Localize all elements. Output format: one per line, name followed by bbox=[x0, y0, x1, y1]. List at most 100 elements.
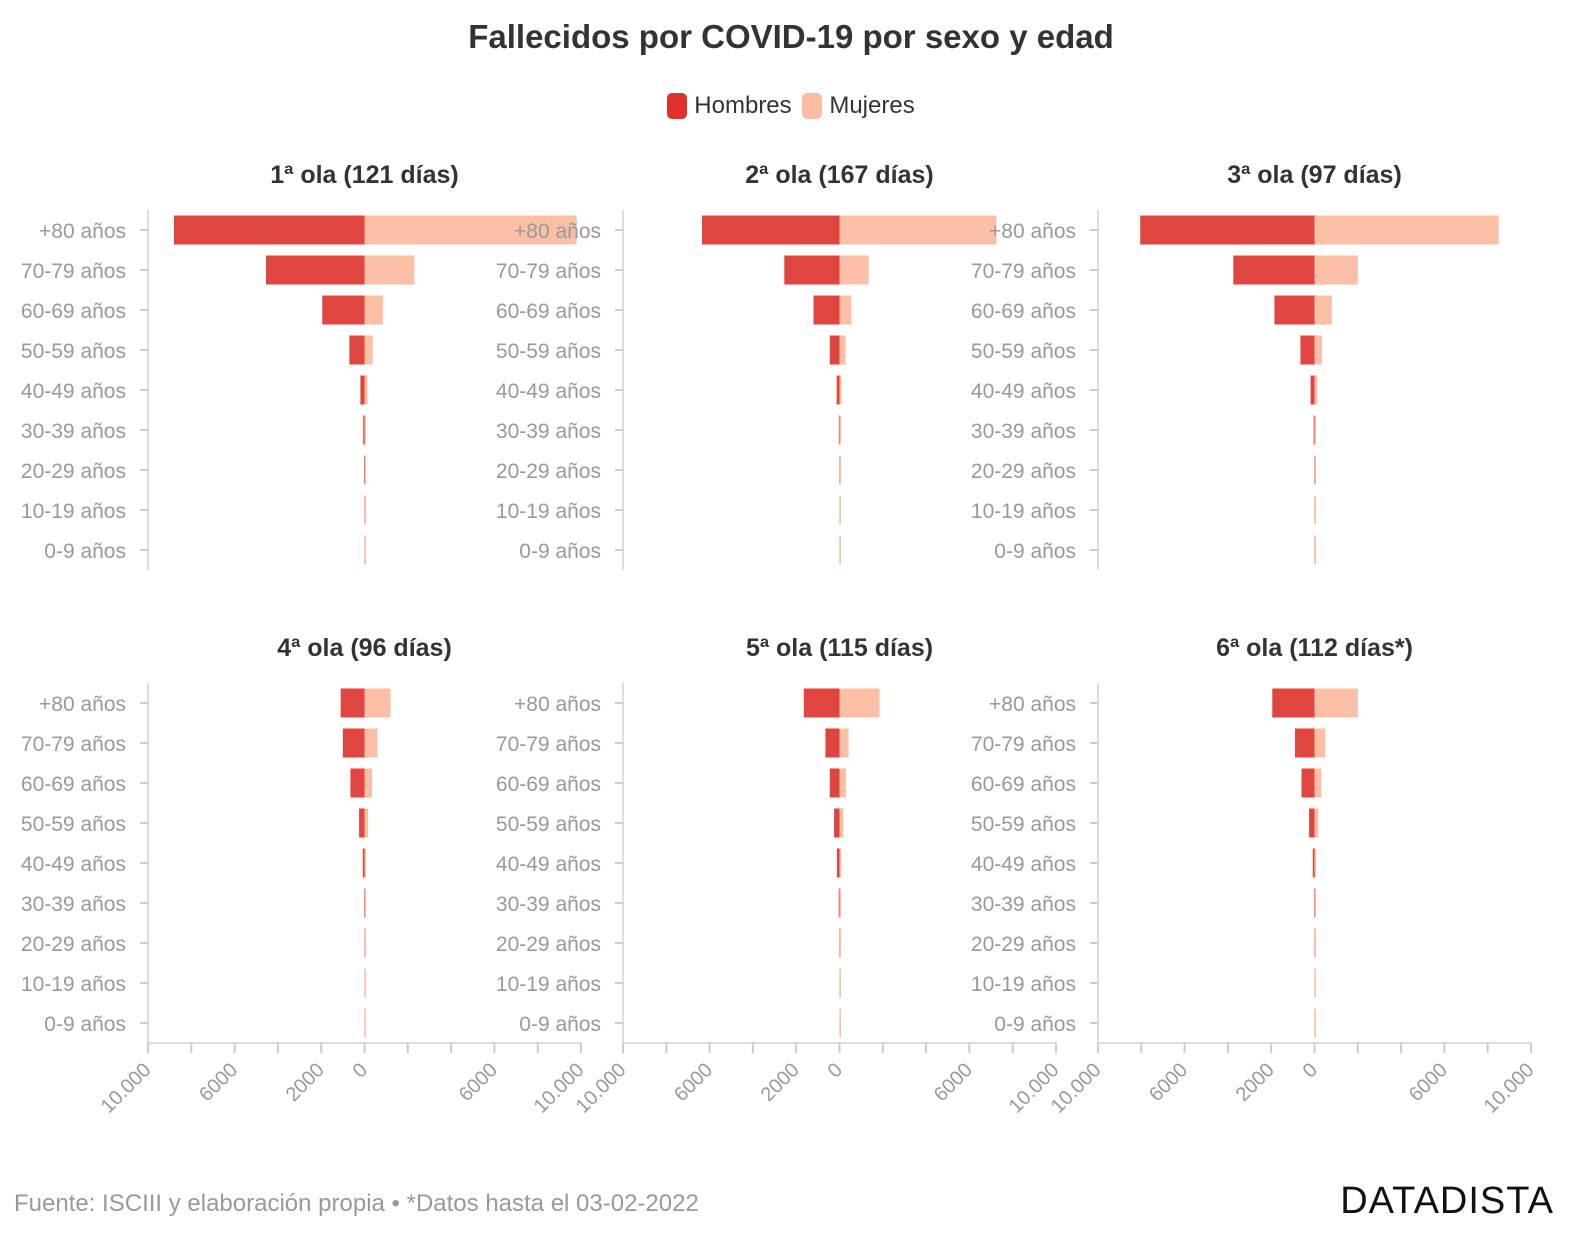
brand-logo: DATADISTA bbox=[1340, 1180, 1554, 1222]
bar-mujeres bbox=[364, 495, 366, 525]
source-note: Fuente: ISCIII y elaboración propia • *D… bbox=[14, 1190, 699, 1217]
y-tick-label: 50-59 años bbox=[496, 340, 601, 363]
y-tick-label: 50-59 años bbox=[496, 813, 601, 836]
y-tick-label: +80 años bbox=[989, 220, 1076, 243]
x-tick-label: 6000 bbox=[1145, 1059, 1192, 1106]
panel-title: 2ª ola (167 días) bbox=[745, 161, 934, 189]
x-tick-label: 6000 bbox=[455, 1059, 502, 1106]
legend-item-hombres[interactable]: Hombres bbox=[667, 92, 792, 120]
bar-mujeres bbox=[364, 375, 368, 405]
y-tick-label: 70-79 años bbox=[971, 733, 1076, 756]
bar-hombres bbox=[836, 375, 840, 405]
bar-mujeres bbox=[839, 215, 997, 245]
bar-mujeres bbox=[364, 888, 366, 918]
bar-mujeres bbox=[1314, 968, 1316, 998]
bar-hombres bbox=[1140, 215, 1315, 245]
bar-mujeres bbox=[364, 808, 369, 838]
bar-mujeres bbox=[1314, 375, 1318, 405]
panel-title: 6ª ola (112 días*) bbox=[1216, 634, 1413, 662]
bar-mujeres bbox=[364, 335, 373, 365]
bar-mujeres bbox=[1314, 335, 1323, 365]
x-tick-label: 0 bbox=[1299, 1059, 1322, 1082]
bar-mujeres bbox=[1314, 808, 1319, 838]
bar-hombres bbox=[363, 415, 365, 445]
y-tick-label: 60-69 años bbox=[971, 300, 1076, 323]
bar-hombres bbox=[825, 728, 840, 758]
y-tick-label: 10-19 años bbox=[971, 500, 1076, 523]
bar-mujeres bbox=[839, 255, 869, 285]
y-tick-label: 0-9 años bbox=[519, 540, 601, 563]
bar-hombres bbox=[350, 768, 365, 798]
y-tick-label: 40-49 años bbox=[496, 853, 601, 876]
bar-mujeres bbox=[1314, 255, 1358, 285]
bar-mujeres bbox=[1314, 768, 1322, 798]
bar-hombres bbox=[1233, 255, 1315, 285]
bar-mujeres bbox=[364, 535, 366, 565]
bar-mujeres bbox=[1314, 1008, 1316, 1038]
y-tick-label: 20-29 años bbox=[971, 933, 1076, 956]
bar-hombres bbox=[784, 255, 840, 285]
bar-mujeres bbox=[839, 928, 841, 958]
bar-mujeres bbox=[839, 535, 841, 565]
y-tick-label: 10-19 años bbox=[21, 500, 126, 523]
y-tick-label: 0-9 años bbox=[994, 540, 1076, 563]
y-tick-label: +80 años bbox=[514, 693, 601, 716]
y-tick-label: 50-59 años bbox=[21, 813, 126, 836]
bar-hombres bbox=[836, 848, 840, 878]
x-tick-label: 10.000 bbox=[1480, 1059, 1539, 1118]
bar-hombres bbox=[1301, 768, 1315, 798]
bar-mujeres bbox=[839, 808, 844, 838]
bar-mujeres bbox=[364, 728, 378, 758]
bar-hombres bbox=[322, 295, 365, 325]
y-tick-label: 70-79 años bbox=[971, 260, 1076, 283]
y-tick-label: 40-49 años bbox=[496, 380, 601, 403]
legend-item-mujeres[interactable]: Mujeres bbox=[802, 92, 915, 120]
bar-hombres bbox=[360, 375, 365, 405]
bar-mujeres bbox=[1314, 888, 1316, 918]
bar-hombres bbox=[1295, 728, 1315, 758]
x-tick-label: 0 bbox=[349, 1059, 372, 1082]
y-tick-label: 0-9 años bbox=[44, 1013, 126, 1036]
bar-mujeres bbox=[1314, 215, 1499, 245]
bar-mujeres bbox=[1314, 295, 1332, 325]
bar-mujeres bbox=[839, 495, 841, 525]
y-tick-label: +80 años bbox=[989, 693, 1076, 716]
y-tick-label: 30-39 años bbox=[496, 420, 601, 443]
legend-label-hombres: Hombres bbox=[694, 92, 792, 119]
y-tick-label: 60-69 años bbox=[21, 773, 126, 796]
legend-swatch-mujeres bbox=[802, 93, 823, 119]
y-tick-label: 40-49 años bbox=[971, 853, 1076, 876]
bar-mujeres bbox=[839, 415, 841, 445]
bar-mujeres bbox=[839, 1008, 841, 1038]
y-tick-label: 30-39 años bbox=[971, 420, 1076, 443]
panel-title: 4ª ola (96 días) bbox=[277, 634, 452, 662]
bar-mujeres bbox=[839, 768, 846, 798]
bar-hombres bbox=[173, 215, 365, 245]
bar-mujeres bbox=[364, 215, 577, 245]
bar-mujeres bbox=[364, 928, 366, 958]
bar-hombres bbox=[359, 808, 365, 838]
y-tick-label: 40-49 años bbox=[971, 380, 1076, 403]
bar-mujeres bbox=[1314, 415, 1316, 445]
bar-hombres bbox=[702, 215, 840, 245]
y-tick-label: 70-79 años bbox=[21, 260, 126, 283]
x-tick-label: 10.000 bbox=[97, 1059, 156, 1118]
y-tick-label: 20-29 años bbox=[496, 933, 601, 956]
y-tick-label: 60-69 años bbox=[21, 300, 126, 323]
x-tick-label: 6000 bbox=[930, 1059, 977, 1106]
bar-mujeres bbox=[839, 295, 852, 325]
bar-mujeres bbox=[1314, 728, 1326, 758]
y-tick-label: 50-59 años bbox=[971, 813, 1076, 836]
bar-hombres bbox=[349, 335, 365, 365]
bar-hombres bbox=[265, 255, 365, 285]
bar-hombres bbox=[342, 728, 365, 758]
legend-swatch-hombres bbox=[667, 93, 688, 119]
y-tick-label: 10-19 años bbox=[971, 973, 1076, 996]
y-tick-label: +80 años bbox=[39, 693, 126, 716]
y-tick-label: 0-9 años bbox=[994, 1013, 1076, 1036]
y-tick-label: 60-69 años bbox=[971, 773, 1076, 796]
bar-mujeres bbox=[364, 768, 373, 798]
legend: Hombres Mujeres bbox=[0, 92, 1582, 126]
x-tick-label: 2000 bbox=[757, 1059, 804, 1106]
